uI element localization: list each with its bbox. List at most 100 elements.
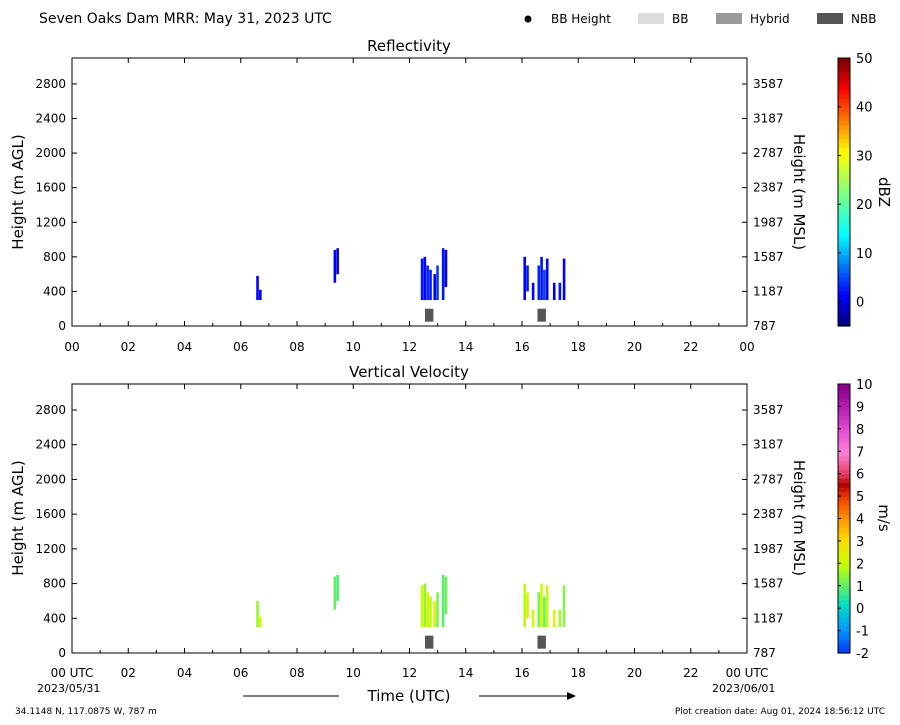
x-tick-label: 22 [683, 340, 698, 354]
y-right-tick-label: 3587 [753, 77, 784, 91]
colorbar-segment [838, 133, 850, 139]
colorbar-segment [838, 138, 850, 144]
reflectivity-y-label: Height (m AGL) [9, 134, 27, 249]
colorbar-segment [838, 125, 850, 131]
colorbar-segment [838, 223, 850, 229]
colorbar-segment [838, 635, 850, 641]
colorbar-segment [838, 183, 850, 189]
echo-column [423, 583, 427, 627]
colorbar-segment [838, 308, 850, 314]
legend: BB Height BB Hybrid NBB [524, 12, 876, 26]
colorbar-segment [838, 648, 850, 654]
y-tick-label: 2800 [35, 77, 66, 91]
echo-column [423, 256, 427, 301]
colorbar-segment [838, 156, 850, 162]
colorbar-segment [838, 594, 850, 600]
colorbar-tick-label: 6 [856, 468, 864, 483]
colorbar-segment [838, 187, 850, 193]
colorbar-segment [838, 392, 850, 399]
colorbar-segment [838, 451, 850, 457]
colorbar-segment [838, 66, 850, 72]
legend-swatch-hybrid [716, 13, 742, 24]
colorbar-segment [838, 129, 850, 135]
colorbar-segment [838, 102, 850, 108]
colorbar-segment [838, 549, 850, 555]
velocity-bright-band [424, 635, 546, 649]
colorbar-segment [838, 585, 850, 591]
colorbar-segment [838, 540, 850, 546]
colorbar-segment [838, 460, 850, 466]
echo-column [526, 265, 529, 292]
y-right-tick-label: 2387 [753, 507, 784, 521]
colorbar-segment [838, 563, 850, 569]
colorbar-segment [838, 147, 850, 153]
colorbar-segment [838, 263, 850, 269]
colorbar-segment [838, 165, 850, 171]
echo-column [256, 600, 259, 627]
x-tick-label: 08 [289, 340, 304, 354]
colorbar-segment [838, 518, 850, 524]
legend-label-bb-height: BB Height [551, 12, 611, 26]
y-tick-label: 0 [58, 319, 66, 333]
x-axis-title: Time (UTC) [367, 687, 451, 705]
colorbar-segment [838, 639, 850, 645]
colorbar-segment [838, 626, 850, 632]
colorbar-segment [838, 254, 850, 260]
colorbar-segment [838, 424, 850, 430]
echo-column [259, 289, 262, 301]
velocity-colorbar-label: m/s [875, 504, 893, 532]
velocity-colorbar: -2 -1 0 1 2 3 4 5 6 7 8 9 10 [837, 378, 873, 662]
x-tick-label: 12 [402, 666, 417, 680]
x-tick-label: 00 UTC [726, 666, 769, 680]
colorbar-segment [838, 303, 850, 309]
colorbar-tick-label: 4 [856, 513, 864, 528]
y-right-tick-label: 2787 [753, 146, 784, 160]
bb-height-marker-icon [524, 15, 532, 23]
colorbar-segment [838, 446, 850, 452]
velocity-y-ticks-right: 787 1187 1587 1987 2387 2787 3187 3587 [742, 403, 784, 660]
echo-column [562, 585, 566, 627]
colorbar-segment [838, 464, 850, 470]
reflectivity-title: Reflectivity [367, 37, 451, 55]
colorbar-segment [838, 58, 850, 64]
x-tick-label: 10 [346, 666, 361, 680]
colorbar-segment [838, 527, 850, 533]
colorbar-segment [838, 487, 850, 493]
echo-column [531, 609, 535, 627]
echo-column [441, 574, 445, 627]
colorbar-tick-label: 10 [856, 247, 873, 262]
echo-column [436, 265, 439, 301]
echo-column [543, 269, 546, 301]
colorbar-segment [838, 317, 850, 323]
echo-column [429, 269, 432, 301]
echo-column [429, 596, 432, 627]
x-tick-label: 02 [121, 340, 136, 354]
colorbar-segment [838, 482, 850, 488]
x-tick-label: 08 [289, 666, 304, 680]
velocity-y-label: Height (m AGL) [9, 460, 27, 575]
echo-column [441, 248, 445, 301]
start-date: 2023/05/31 [37, 682, 100, 695]
legend-swatch-nbb [817, 13, 843, 24]
nbb-bright-band-block [537, 635, 546, 649]
colorbar-segment [838, 644, 850, 650]
echo-column [333, 576, 337, 610]
velocity-y-label-right: Height (m MSL) [790, 460, 808, 576]
colorbar-segment [838, 410, 850, 416]
y-right-tick-label: 787 [753, 646, 776, 660]
x-tick-label: 04 [177, 666, 192, 680]
reflectivity-y-ticks-right: 787 1187 1587 1987 2387 2787 3187 3587 [742, 77, 784, 333]
colorbar-segment [838, 200, 850, 206]
colorbar-tick-label: 5 [856, 490, 864, 505]
colorbar-segment [838, 581, 850, 587]
colorbar-segment [838, 89, 850, 95]
y-tick-label: 400 [43, 284, 66, 298]
arrow-head-icon [567, 692, 576, 700]
reflectivity-y-label-right: Height (m MSL) [790, 134, 808, 250]
x-tick-label: 22 [683, 666, 698, 680]
y-tick-label: 0 [58, 646, 66, 660]
y-tick-label: 1600 [35, 181, 66, 195]
x-tick-label: 06 [233, 666, 248, 680]
velocity-plot-area [71, 383, 748, 654]
colorbar-tick-label: 3 [856, 535, 864, 550]
